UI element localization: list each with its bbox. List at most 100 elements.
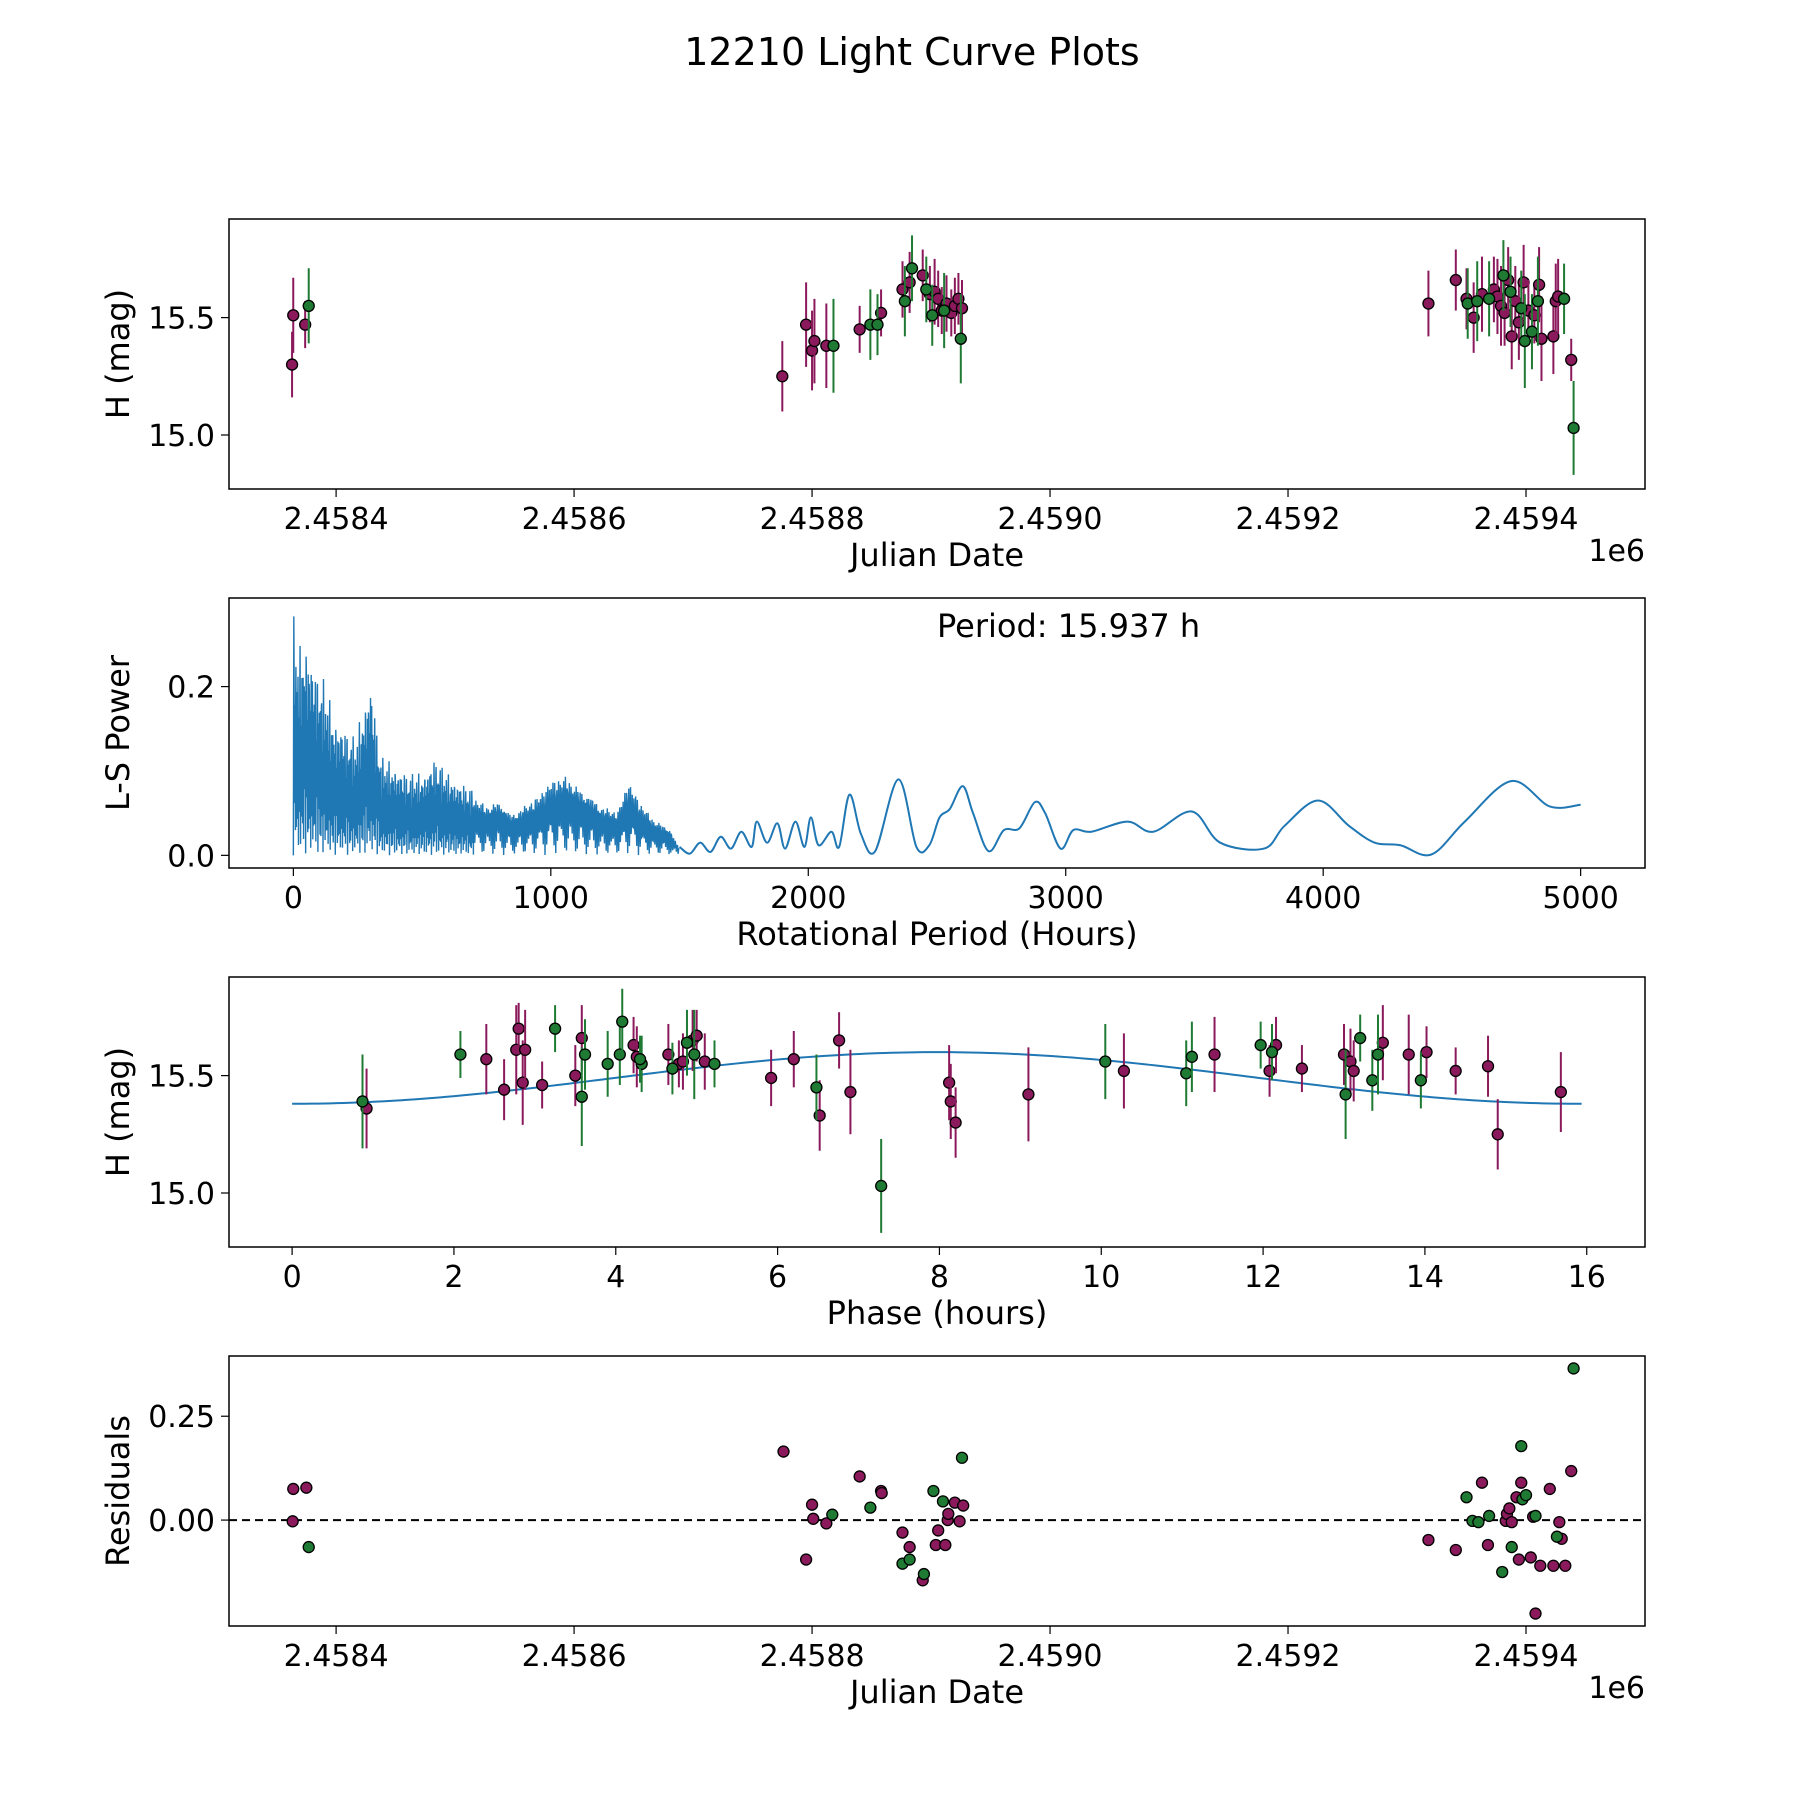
x-tick-label: 2.4588 <box>760 502 865 537</box>
data-point-green <box>917 1567 931 1581</box>
data-point-green <box>954 332 967 345</box>
data-point-magenta <box>1524 1551 1537 1564</box>
y-tick-label: 15.5 <box>148 302 215 337</box>
data-point-green <box>871 318 884 331</box>
data-point-magenta <box>1449 1543 1462 1557</box>
data-point-magenta <box>939 1538 952 1552</box>
data-point-green <box>1354 1031 1367 1045</box>
x-tick-label: 2000 <box>770 881 846 916</box>
y-tick-label: 0.00 <box>148 1504 215 1539</box>
data-point-green <box>1482 1509 1496 1523</box>
data-point-magenta <box>875 1486 888 1500</box>
data-point-magenta <box>286 1515 299 1528</box>
data-point-green <box>302 1540 315 1554</box>
data-point-green <box>1496 1565 1509 1579</box>
data-point-magenta <box>1534 1559 1547 1572</box>
data-point-green <box>1567 1362 1580 1375</box>
y-tick-label: 0.25 <box>148 1400 215 1435</box>
data-point-magenta <box>1491 1128 1504 1141</box>
data-point-green <box>1529 1509 1542 1523</box>
data-point-green <box>575 1090 588 1103</box>
data-point-green <box>1567 421 1580 435</box>
data-point-green <box>548 1022 562 1035</box>
data-point-magenta <box>535 1078 549 1092</box>
x-tick-label: 12 <box>1244 1260 1282 1295</box>
x-tick-label: 5000 <box>1542 881 1618 916</box>
figure-title: 12210 Light Curve Plots <box>684 30 1139 74</box>
period-annotation: Period: 15.937 h <box>937 607 1200 645</box>
y-axis-label: L-S Power <box>99 654 137 811</box>
data-point-magenta <box>1402 1048 1415 1061</box>
data-point-green <box>810 1081 823 1094</box>
data-point-green <box>936 1495 950 1508</box>
data-point-magenta <box>776 370 789 383</box>
data-point-green <box>1519 1489 1533 1502</box>
data-point-green <box>454 1048 467 1061</box>
data-point-magenta <box>1422 1533 1435 1547</box>
y-tick-label: 15.5 <box>148 1060 215 1095</box>
data-point-green <box>1099 1055 1112 1068</box>
data-point-green <box>601 1057 614 1071</box>
plot-frame <box>228 1355 1646 1627</box>
x-tick-label: 2.4588 <box>760 1639 865 1674</box>
periodogram-panel: 0 1000 2000 3000 4000 5000 0.0 0.2 Rotational Pe… <box>99 597 1646 953</box>
data-point-magenta <box>1208 1048 1221 1061</box>
x-tick-label: 4000 <box>1285 881 1361 916</box>
data-point-green <box>827 339 840 352</box>
data-point-green <box>1505 1540 1518 1554</box>
data-point-magenta <box>662 1048 675 1061</box>
data-point-green <box>1254 1038 1267 1052</box>
data-point-magenta <box>942 1076 956 1089</box>
x-tick-label: 0 <box>284 881 303 916</box>
data-point-magenta <box>944 1095 957 1108</box>
data-point-green <box>898 295 912 308</box>
data-point-green <box>864 1501 877 1514</box>
data-point-magenta <box>799 318 813 331</box>
data-point-magenta <box>820 1517 833 1530</box>
data-point-green <box>1472 1516 1485 1529</box>
data-point-magenta <box>787 1053 800 1066</box>
data-point-green <box>1180 1067 1193 1080</box>
data-point-magenta <box>1420 1045 1433 1059</box>
x-tick-label: 2.4594 <box>1474 1639 1579 1674</box>
data-point-magenta <box>1263 1064 1276 1078</box>
data-point-green <box>955 1451 969 1464</box>
data-point-magenta <box>949 1116 962 1129</box>
data-point-green <box>903 1553 916 1566</box>
y-axis-label: Residuals <box>99 1415 137 1567</box>
data-point-green <box>905 262 919 275</box>
data-point-green <box>1366 1074 1379 1087</box>
x-tick-label: 2.4586 <box>522 502 627 537</box>
data-point-magenta <box>1529 1607 1542 1620</box>
data-point-magenta <box>1559 1559 1572 1572</box>
x-axis-label: Phase (hours) <box>827 1294 1048 1332</box>
x-axis-label: Julian Date <box>848 1673 1024 1711</box>
data-point-magenta <box>300 1481 313 1494</box>
data-point-magenta <box>287 1482 300 1496</box>
data-point-green <box>708 1057 721 1071</box>
periodogram-dense-region <box>292 616 680 856</box>
data-point-magenta <box>569 1069 582 1082</box>
data-point-magenta <box>1481 1538 1495 1552</box>
data-point-magenta <box>512 1022 525 1035</box>
x-tick-label: 8 <box>930 1260 949 1295</box>
data-point-magenta <box>1553 1516 1566 1529</box>
data-point-magenta <box>1295 1062 1309 1075</box>
data-point-magenta <box>1532 278 1546 291</box>
data-point-green <box>1460 1491 1473 1504</box>
data-point-green <box>578 1048 592 1061</box>
y-tick-label: 0.2 <box>167 671 215 706</box>
data-point-magenta <box>764 1071 778 1085</box>
data-point-green <box>1504 285 1517 298</box>
data-point-magenta <box>285 358 299 371</box>
phase-folded-panel: 0 2 4 6 8 10 12 14 16 15.0 15.5 Phase (hours) H (mag… <box>99 976 1646 1332</box>
data-point-green <box>1531 295 1545 308</box>
x-tick-label: 2.4592 <box>1236 1639 1341 1674</box>
data-point-green <box>1265 1045 1279 1059</box>
data-point-green <box>302 299 315 313</box>
data-point-green <box>633 1053 647 1066</box>
x-tick-label: 0 <box>283 1260 302 1295</box>
plot-frame <box>228 976 1646 1248</box>
data-point-magenta <box>676 1055 690 1068</box>
